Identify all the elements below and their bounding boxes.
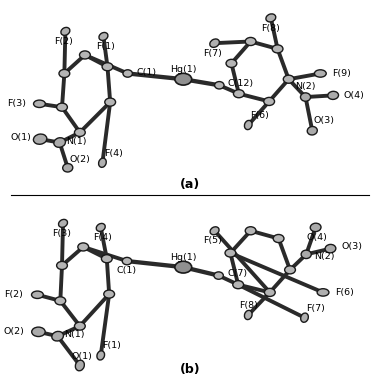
- Ellipse shape: [105, 98, 116, 106]
- Ellipse shape: [55, 297, 66, 305]
- Text: O(2): O(2): [3, 327, 24, 336]
- Text: C(1): C(1): [136, 68, 156, 77]
- Text: C(12): C(12): [228, 79, 254, 88]
- Text: F(1): F(1): [96, 42, 114, 51]
- Text: F(7): F(7): [203, 49, 222, 58]
- Ellipse shape: [102, 63, 113, 71]
- Ellipse shape: [74, 128, 85, 136]
- Text: N(1): N(1): [64, 330, 85, 339]
- Ellipse shape: [32, 327, 45, 337]
- Text: F(6): F(6): [335, 288, 354, 297]
- Ellipse shape: [307, 126, 317, 135]
- Ellipse shape: [244, 121, 252, 129]
- Text: F(6): F(6): [250, 111, 269, 120]
- Ellipse shape: [272, 45, 283, 53]
- Ellipse shape: [74, 322, 85, 330]
- Text: C(1): C(1): [117, 266, 137, 275]
- Ellipse shape: [301, 313, 308, 322]
- Text: F(7): F(7): [306, 304, 325, 313]
- Ellipse shape: [63, 163, 73, 172]
- Ellipse shape: [104, 290, 114, 298]
- Ellipse shape: [78, 243, 89, 251]
- Ellipse shape: [328, 91, 339, 99]
- Ellipse shape: [264, 288, 275, 296]
- Ellipse shape: [57, 261, 67, 269]
- Ellipse shape: [215, 82, 224, 89]
- Text: F(2): F(2): [54, 37, 73, 46]
- Ellipse shape: [245, 37, 256, 46]
- Text: F(8): F(8): [239, 301, 258, 310]
- Text: F(5): F(5): [203, 236, 222, 245]
- Text: O(1): O(1): [11, 133, 32, 142]
- Text: F(3): F(3): [52, 229, 71, 238]
- Ellipse shape: [98, 158, 106, 167]
- Ellipse shape: [214, 272, 223, 279]
- Text: F(4): F(4): [104, 149, 123, 158]
- Ellipse shape: [315, 70, 326, 77]
- Ellipse shape: [264, 98, 274, 105]
- Ellipse shape: [210, 39, 219, 47]
- Ellipse shape: [123, 70, 132, 77]
- Ellipse shape: [317, 289, 329, 296]
- Ellipse shape: [59, 69, 70, 78]
- Text: Hg(1): Hg(1): [170, 65, 196, 74]
- Text: O(4): O(4): [344, 91, 365, 100]
- Ellipse shape: [96, 223, 105, 231]
- Ellipse shape: [52, 332, 63, 341]
- Text: F(3): F(3): [7, 99, 26, 108]
- Text: N(2): N(2): [315, 252, 335, 261]
- Ellipse shape: [32, 291, 43, 298]
- Ellipse shape: [285, 266, 295, 274]
- Ellipse shape: [101, 255, 112, 263]
- Ellipse shape: [33, 134, 47, 144]
- Ellipse shape: [233, 90, 244, 98]
- Ellipse shape: [175, 73, 192, 85]
- Ellipse shape: [226, 59, 237, 67]
- Ellipse shape: [175, 261, 192, 273]
- Ellipse shape: [61, 27, 70, 35]
- Ellipse shape: [266, 14, 276, 22]
- Ellipse shape: [99, 32, 108, 41]
- Ellipse shape: [97, 351, 105, 360]
- Text: O(3): O(3): [314, 116, 335, 125]
- Text: F(9): F(9): [332, 69, 351, 78]
- Ellipse shape: [79, 51, 90, 59]
- Text: F(1): F(1): [103, 342, 121, 351]
- Ellipse shape: [244, 310, 252, 319]
- Text: (b): (b): [180, 363, 200, 376]
- Text: O(3): O(3): [341, 243, 362, 252]
- Ellipse shape: [59, 220, 68, 227]
- Text: N(2): N(2): [295, 82, 316, 91]
- Ellipse shape: [273, 234, 284, 243]
- Ellipse shape: [225, 249, 236, 257]
- Text: Hg(1): Hg(1): [170, 253, 196, 262]
- Text: (a): (a): [180, 178, 200, 191]
- Ellipse shape: [245, 227, 256, 235]
- Ellipse shape: [57, 103, 67, 111]
- Ellipse shape: [33, 100, 45, 108]
- Text: F(4): F(4): [93, 233, 112, 242]
- Ellipse shape: [75, 360, 84, 371]
- Ellipse shape: [122, 257, 132, 265]
- Ellipse shape: [301, 250, 311, 259]
- Text: N(1): N(1): [66, 137, 87, 146]
- Ellipse shape: [54, 138, 65, 147]
- Text: O(4): O(4): [307, 233, 328, 242]
- Ellipse shape: [233, 281, 244, 289]
- Text: O(2): O(2): [70, 155, 90, 164]
- Text: O(1): O(1): [71, 351, 92, 361]
- Text: F(2): F(2): [5, 290, 23, 299]
- Ellipse shape: [325, 245, 336, 253]
- Text: C(7): C(7): [227, 269, 247, 278]
- Ellipse shape: [210, 227, 219, 235]
- Ellipse shape: [310, 223, 321, 232]
- Text: F(8): F(8): [261, 23, 280, 32]
- Ellipse shape: [301, 93, 310, 101]
- Ellipse shape: [283, 75, 294, 83]
